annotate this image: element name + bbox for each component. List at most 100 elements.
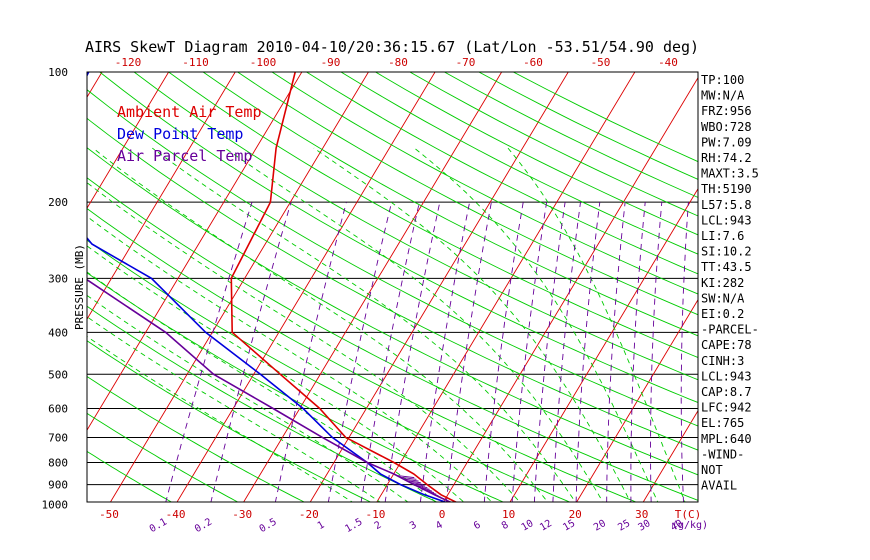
pressure-tick-label: 900 (48, 479, 68, 492)
dry-adiabat-line (512, 72, 698, 163)
mixing-ratio-tick-label: 6 (472, 520, 483, 533)
index-label: CAP:8.7 (701, 385, 752, 399)
bottom-temp-tick-label: 0 (439, 508, 446, 521)
isotherm-line (576, 298, 698, 502)
top-temp-tick-label: -50 (591, 56, 611, 69)
bottom-temp-tick-label: -50 (99, 508, 119, 521)
dry-adiabat-line (87, 177, 698, 501)
mixing-ratio-line (680, 202, 689, 502)
dry-adiabat-line (87, 412, 239, 502)
cape-hatch-line (409, 481, 424, 485)
index-label: TH:5190 (701, 182, 752, 196)
pressure-tick-label: 500 (48, 368, 68, 381)
isotherm-line (642, 409, 698, 502)
index-label: SI:10.2 (701, 245, 752, 259)
mixing-ratio-tick-label: 40 (669, 518, 685, 534)
index-label: TP:100 (701, 73, 744, 87)
pressure-tick-label: 700 (48, 431, 68, 444)
dry-adiabat-line (236, 72, 698, 316)
moist-adiabat-line (87, 294, 409, 502)
index-label: KI:282 (701, 276, 744, 290)
index-label: LI:7.6 (701, 229, 744, 243)
mixing-ratio-line (533, 202, 566, 502)
isotherm-line (836, 52, 870, 513)
mixing-ratio-tick-label: 25 (616, 518, 632, 534)
index-label: SW:N/A (701, 291, 745, 305)
isotherm-line (0, 52, 47, 513)
isotherm-line (442, 76, 698, 502)
legend-entry: Air Parcel Temp (117, 147, 252, 165)
mixing-ratio-line (165, 202, 253, 502)
mixing-ratio-line (210, 202, 292, 502)
index-label: MW:N/A (701, 89, 745, 103)
top-temp-tick-label: -80 (388, 56, 408, 69)
moist-adiabat-line (224, 147, 604, 502)
mixing-ratio-line (274, 202, 347, 502)
index-label: EL:765 (701, 416, 744, 430)
moist-adiabat-line (92, 147, 549, 502)
dry-adiabat-line (271, 72, 698, 295)
mixing-ratio-tick-label: 20 (592, 518, 608, 534)
index-label: TT:43.5 (701, 260, 752, 274)
mixing-ratio-tick-label: 1 (316, 520, 327, 533)
moist-adiabat-line (87, 245, 465, 502)
top-temp-tick-label: -70 (456, 56, 476, 69)
isotherm-line (770, 52, 870, 513)
cape-hatch-line (422, 488, 432, 492)
dry-adiabat-line (167, 72, 698, 359)
mixing-ratio-tick-label: 0.2 (193, 517, 214, 536)
dry-adiabat-line (98, 72, 698, 404)
isotherm-line (87, 72, 236, 320)
dry-adiabat-line (87, 239, 571, 502)
legend: Ambient Air Temp Dew Point Temp Air Parcel… (117, 103, 262, 165)
index-label: -PARCEL- (701, 323, 759, 337)
cape-hatch-line (412, 483, 426, 487)
top-temp-tick-label: -90 (321, 56, 341, 69)
mixing-ratio-line (606, 202, 626, 502)
index-label: RH:74.2 (701, 151, 752, 165)
isotherm-line (87, 72, 303, 431)
mixing-ratio-line (511, 202, 548, 502)
bottom-temp-tick-label: -10 (365, 508, 385, 521)
dry-adiabat-line (87, 375, 306, 502)
bottom-temp-tick-label: 20 (569, 508, 582, 521)
index-label: FRZ:956 (701, 104, 752, 118)
mixing-ratio-tick-label: 1.5 (343, 517, 364, 536)
moist-adiabat-line (507, 147, 686, 502)
pressure-tick-label: 200 (48, 196, 68, 209)
mixing-ratio-tick-label: 10 (520, 518, 536, 534)
top-temp-tick-label: -60 (523, 56, 543, 69)
top-temp-tick-label: -40 (658, 56, 678, 69)
mixing-ratio-line (327, 202, 393, 502)
chart-title: AIRS SkewT Diagram 2010-04-10/20:36:15.6… (85, 38, 699, 56)
mixing-ratio-line (650, 202, 663, 502)
isotherm-line (109, 72, 369, 502)
series-line-dew-point-temp (87, 72, 448, 502)
cape-hatch-line (415, 485, 428, 489)
mixing-ratio-line (575, 202, 601, 502)
index-label: AVAIL (701, 479, 737, 493)
mixing-ratio-tick-label: 15 (561, 518, 577, 534)
mixing-ratio-line (445, 202, 492, 502)
bottom-temp-tick-label: 10 (502, 508, 515, 521)
isotherm-line (309, 72, 569, 502)
pressure-tick-label: 400 (48, 326, 68, 339)
dry-adiabat-line (133, 72, 698, 381)
cape-hatch-line (419, 486, 430, 490)
bottom-temp-tick-label: 30 (635, 508, 648, 521)
dry-adiabat-line (305, 72, 698, 275)
isotherm-line (243, 72, 503, 502)
index-label: MPL:640 (701, 432, 752, 446)
index-label: LFC:942 (701, 401, 752, 415)
mixing-ratio-tick-label: 8 (500, 520, 511, 533)
index-label: L57:5.8 (701, 198, 752, 212)
mixing-ratio-tick-label: 12 (538, 518, 554, 534)
dry-adiabat-line (340, 72, 698, 255)
cape-hatch-line (435, 494, 442, 498)
moist-adiabat-line (87, 335, 354, 502)
dry-adiabat-line (443, 72, 698, 198)
pressure-tick-label: 300 (48, 272, 68, 285)
bottom-temp-tick-label: -20 (299, 508, 319, 521)
